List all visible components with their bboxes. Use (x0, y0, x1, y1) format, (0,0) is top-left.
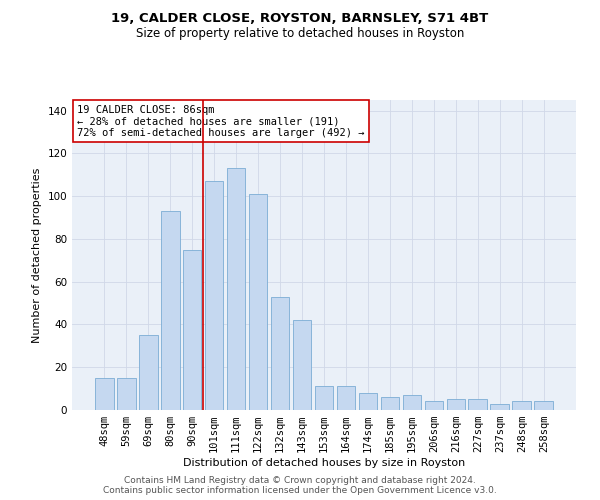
Bar (161, 211, 179, 410)
Bar (95, 378, 113, 410)
Bar (403, 395, 421, 410)
Text: Size of property relative to detached houses in Royston: Size of property relative to detached ho… (136, 28, 464, 40)
Bar (490, 404, 509, 410)
X-axis label: Distribution of detached houses by size in Royston: Distribution of detached houses by size … (183, 458, 465, 468)
Bar (359, 393, 377, 410)
Bar (271, 296, 289, 410)
Bar (293, 320, 311, 410)
Bar (337, 386, 355, 410)
Bar (425, 402, 443, 410)
Y-axis label: Number of detached properties: Number of detached properties (32, 168, 42, 342)
Text: Contains HM Land Registry data © Crown copyright and database right 2024.
Contai: Contains HM Land Registry data © Crown c… (103, 476, 497, 495)
Bar (469, 400, 487, 410)
Text: 19, CALDER CLOSE, ROYSTON, BARNSLEY, S71 4BT: 19, CALDER CLOSE, ROYSTON, BARNSLEY, S71… (112, 12, 488, 26)
Bar (227, 168, 245, 410)
Bar (314, 386, 334, 410)
Text: 19 CALDER CLOSE: 86sqm
← 28% of detached houses are smaller (191)
72% of semi-de: 19 CALDER CLOSE: 86sqm ← 28% of detached… (77, 104, 365, 138)
Bar (183, 250, 202, 410)
Bar (117, 378, 136, 410)
Bar (249, 194, 268, 410)
Bar (380, 397, 399, 410)
Bar (446, 400, 465, 410)
Bar (512, 402, 531, 410)
Bar (139, 335, 158, 410)
Bar (205, 181, 223, 410)
Bar (535, 402, 553, 410)
